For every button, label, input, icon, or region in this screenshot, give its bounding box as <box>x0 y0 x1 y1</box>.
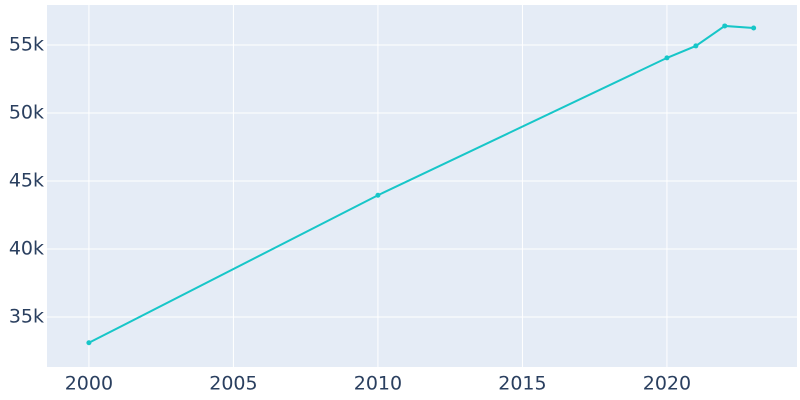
point <box>664 55 670 61</box>
x-tick-label: 2005 <box>209 373 257 395</box>
point <box>86 340 92 346</box>
y-tick-label: 45k <box>9 169 44 191</box>
y-tick-label: 55k <box>9 33 44 55</box>
y-tick-label: 40k <box>9 237 44 259</box>
x-tick-label: 2010 <box>354 373 402 395</box>
line <box>88 24 754 344</box>
point <box>375 192 381 198</box>
point <box>751 25 757 31</box>
x-tick-label: 2000 <box>65 373 113 395</box>
plot-background <box>47 5 797 367</box>
point <box>722 23 728 29</box>
y-tick-label: 35k <box>9 305 44 327</box>
x-tick-label: 2015 <box>498 373 546 395</box>
point <box>693 43 699 49</box>
x-tick-label: 2020 <box>643 373 691 395</box>
y-tick-label: 50k <box>9 101 44 123</box>
